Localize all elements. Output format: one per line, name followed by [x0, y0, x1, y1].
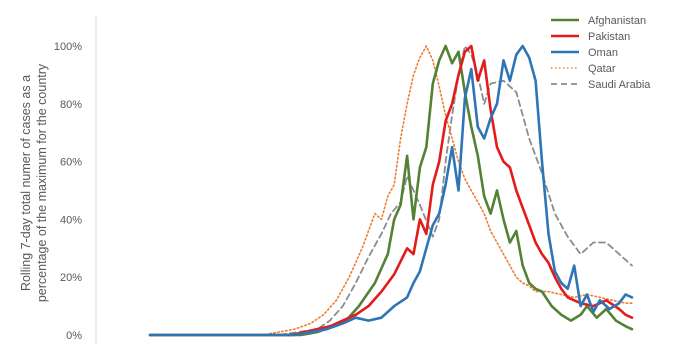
- series-line-pakistan: [148, 44, 634, 337]
- series-lines: [148, 44, 634, 337]
- legend-label: Afghanistan: [588, 15, 646, 27]
- y-tick-label: 0%: [66, 330, 82, 342]
- y-tick-label: 20%: [60, 272, 82, 284]
- series-line-oman: [148, 44, 634, 337]
- y-axis-title-line: percentage of the maximum for the countr…: [35, 63, 49, 302]
- y-tick-label: 40%: [60, 214, 82, 226]
- legend-label: Qatar: [588, 63, 616, 75]
- y-tick-label: 60%: [60, 157, 82, 169]
- legend-label: Oman: [588, 47, 618, 59]
- series-line-qatar: [149, 45, 633, 336]
- series-line-afghanistan: [148, 44, 634, 337]
- y-axis-ticks: 0% 20% 40% 60% 80% 100%: [54, 41, 82, 342]
- y-tick-label: 80%: [60, 99, 82, 111]
- y-tick-label: 100%: [54, 41, 82, 53]
- legend-label: Pakistan: [588, 31, 630, 43]
- series-line-saudi-arabia: [149, 45, 633, 336]
- legend-label: Saudi Arabia: [588, 79, 651, 91]
- legend: Afghanistan Pakistan Oman Qatar Saudi Arabia: [551, 15, 651, 91]
- y-axis-title-line: Rolling 7-day total numer of cases as a: [19, 75, 33, 291]
